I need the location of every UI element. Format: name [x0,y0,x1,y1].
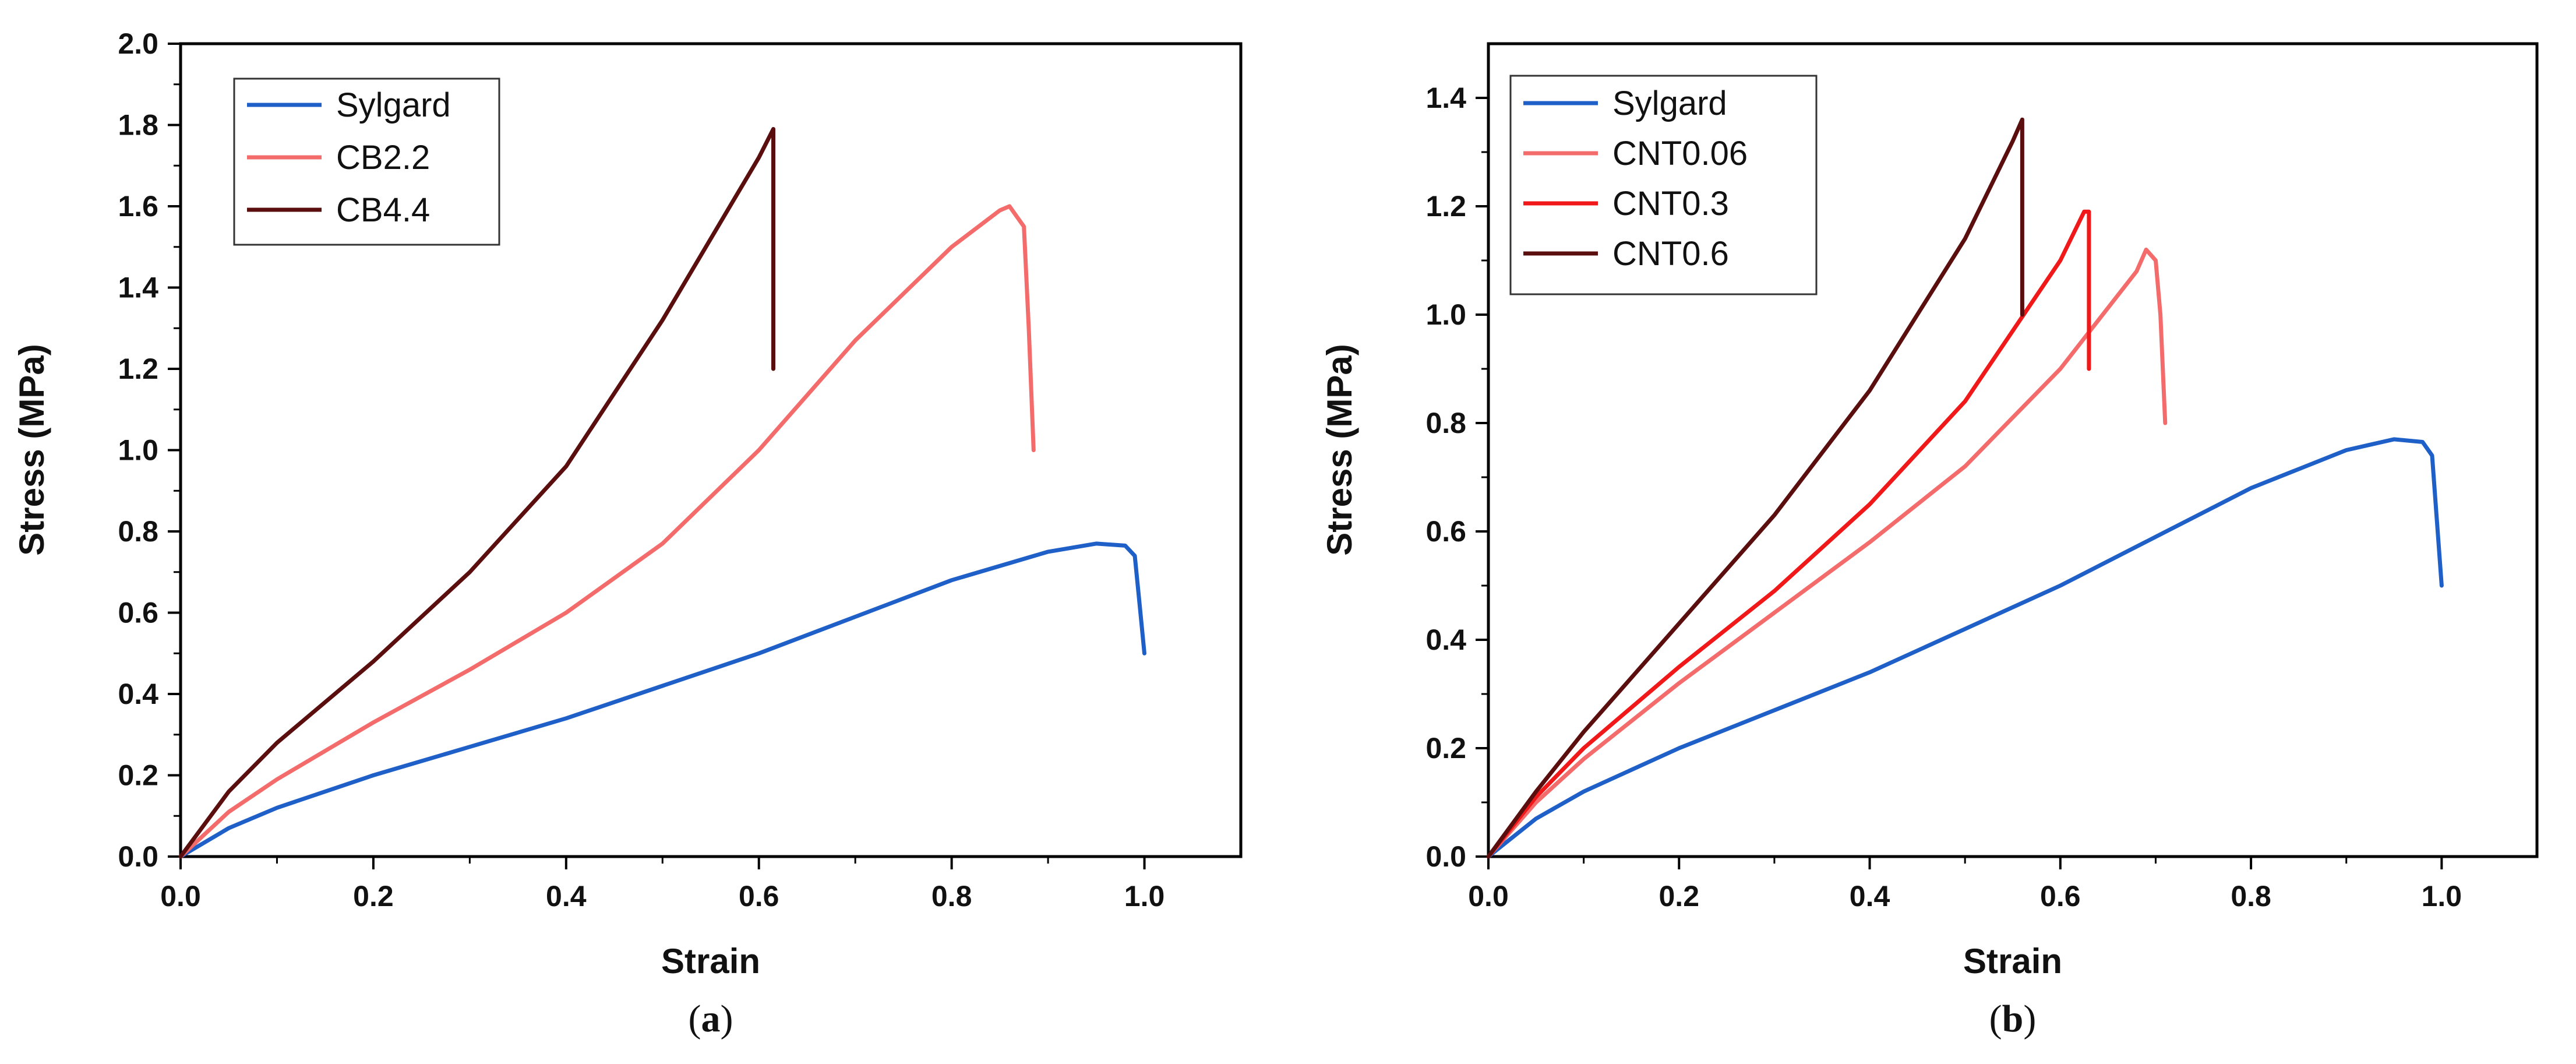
y-tick-label-a-6: 1.2 [118,353,158,385]
x-tick-label-a-1: 0.2 [353,880,394,912]
y-tick-label-a-4: 0.8 [118,515,158,548]
caption-letter-b: b [2002,998,2024,1040]
y-tick-label-b-6: 1.2 [1425,190,1466,223]
legend-label-b-2: CNT0.3 [1612,185,1729,223]
y-tick-label-b-3: 0.6 [1425,515,1466,548]
x-tick-label-b-5: 1.0 [2422,880,2462,912]
y-tick-label-a-5: 1.0 [118,434,158,467]
caption-letter-a: a [701,998,721,1040]
x-axis-a: 0.0 0.2 0.4 0.6 0.8 1.0 [160,857,1165,912]
y-tick-label-b-4: 0.8 [1425,407,1466,439]
y-axis-a: 0.0 0.2 0.4 0.6 0.8 1.0 1.2 1.4 1.6 1.8 2.0 [118,27,181,873]
series-line-b-cnt0-6 [1486,117,2024,859]
x-tick-label-b-2: 0.4 [1850,880,1890,912]
x-tick-label-a-5: 1.0 [1124,880,1165,912]
legend-label-b-1: CNT0.06 [1612,135,1748,172]
x-tick-label-b-4: 0.8 [2231,880,2271,912]
x-tick-label-b-0: 0.0 [1468,880,1509,912]
series-line-b-cnt0-06 [1486,247,2168,859]
legend-label-b-3: CNT0.6 [1612,235,1729,273]
panel-a: 0.0 0.2 0.4 0.6 0.8 1.0 0.0 0.2 0.4 0.6 0.8 1.0 1.2… [12,27,1243,1040]
y-tick-label-b-1: 0.2 [1425,732,1466,764]
x-axis-b: 0.0 0.2 0.4 0.6 0.8 1.0 [1468,857,2462,912]
series-line-b-sylgard [1486,437,2444,859]
y-tick-label-a-2: 0.4 [118,678,158,710]
panel-b: 0.0 0.2 0.4 0.6 0.8 1.0 0.0 0.2 0.4 0.6 0.8 1.0 1.2… [1320,42,2539,1040]
x-tick-label-a-4: 0.8 [931,880,972,912]
y-tick-label-b-0: 0.0 [1425,840,1466,873]
y-tick-label-a-7: 1.4 [118,272,158,304]
series-line-a-cb4-4 [178,127,775,859]
x-tick-label-b-1: 0.2 [1659,880,1700,912]
y-tick-label-b-7: 1.4 [1425,82,1466,114]
x-tick-label-a-3: 0.6 [739,880,779,912]
legend-label-a-1: CB2.2 [336,139,430,177]
legend-label-b-0: Sylgard [1612,84,1727,122]
y-tick-label-a-10: 2.0 [118,27,158,60]
y-tick-label-b-2: 0.4 [1425,623,1466,656]
series-lines-b [1486,117,2444,859]
x-tick-label-a-0: 0.0 [160,880,201,912]
caption-b: (b) [1989,998,2037,1040]
y-tick-label-a-9: 1.8 [118,109,158,142]
legend-box-b [1509,75,1818,295]
series-line-a-sylgard [178,541,1146,859]
legend-a: Sylgard CB2.2 CB4.4 [233,77,500,246]
y-axis-b: 0.0 0.2 0.4 0.6 0.8 1.0 1.2 1.4 [1425,82,1488,873]
y-axis-title-b: Stress (MPa) [1320,344,1359,555]
x-axis-title-a: Strain [661,942,760,981]
y-tick-label-a-8: 1.6 [118,190,158,223]
series-lines-a [178,127,1146,859]
legend-b: Sylgard CNT0.06 CNT0.3 CNT0.6 [1509,75,1818,295]
legend-label-a-0: Sylgard [336,86,451,124]
caption-a: (a) [689,998,733,1040]
x-tick-label-b-3: 0.6 [2040,880,2081,912]
series-line-b-cnt0-3 [1486,209,2091,859]
x-axis-title-b: Strain [1963,942,2062,981]
y-tick-label-a-3: 0.6 [118,597,158,629]
legend-label-a-2: CB4.4 [336,191,430,229]
y-tick-label-b-5: 1.0 [1425,298,1466,331]
y-tick-label-a-1: 0.2 [118,759,158,792]
y-tick-label-a-0: 0.0 [118,840,158,873]
y-axis-title-a: Stress (MPa) [12,344,51,555]
series-line-a-cb2-2 [178,204,1036,859]
x-tick-label-a-2: 0.4 [546,880,587,912]
